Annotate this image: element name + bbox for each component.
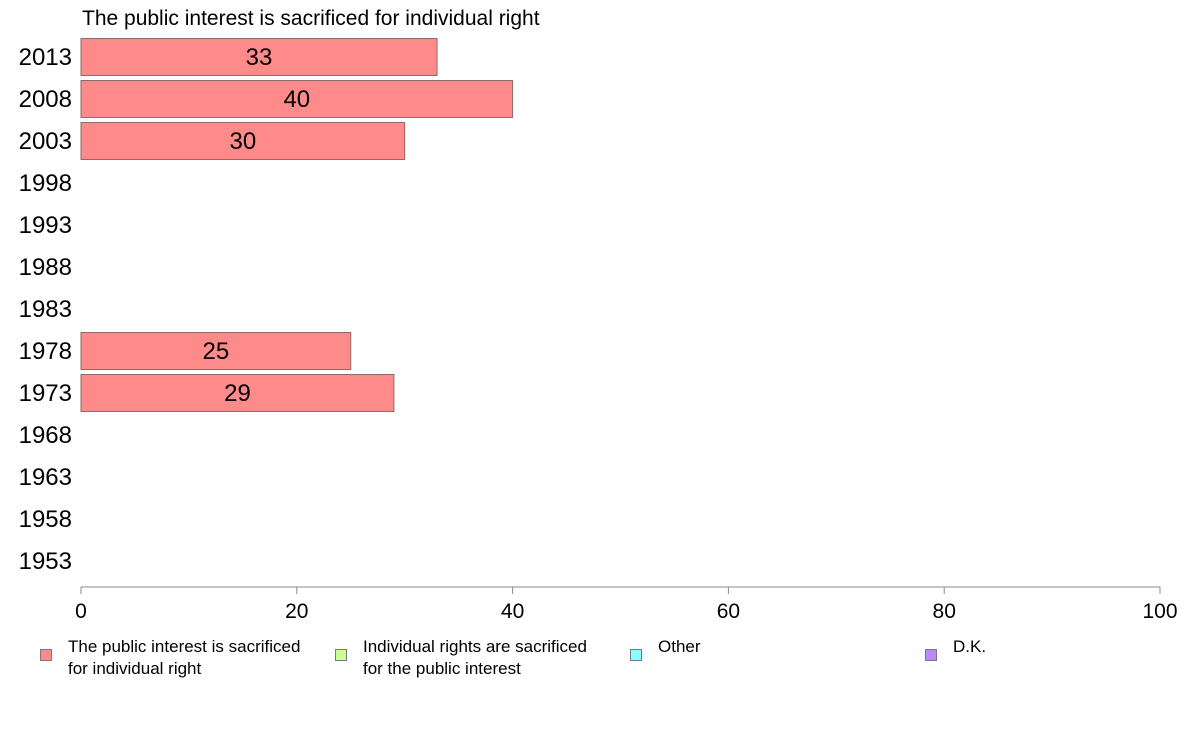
bar bbox=[80, 122, 406, 160]
legend-label: D.K. bbox=[953, 637, 987, 656]
legend-swatch bbox=[40, 649, 52, 661]
legend-swatch bbox=[925, 649, 937, 661]
x-tick-label: 60 bbox=[717, 600, 740, 623]
x-tick-label: 80 bbox=[933, 600, 956, 623]
y-tick-label: 1993 bbox=[19, 212, 72, 239]
x-axis: 0 20 40 60 80 100 bbox=[75, 586, 1178, 623]
bar bbox=[80, 332, 352, 370]
bar-value-label: 40 bbox=[283, 86, 310, 113]
bar-value-label: 30 bbox=[229, 128, 256, 155]
y-tick-label: 1998 bbox=[19, 170, 72, 197]
x-tick-label: 20 bbox=[285, 600, 308, 623]
bar bbox=[80, 374, 395, 412]
y-tick-label: 2008 bbox=[19, 86, 72, 113]
y-tick-label: 1978 bbox=[19, 338, 72, 365]
bar-value-label: 25 bbox=[203, 338, 230, 365]
y-tick-label: 1968 bbox=[19, 422, 72, 449]
y-tick-label: 1973 bbox=[19, 380, 72, 407]
legend-swatch bbox=[630, 649, 642, 661]
bar-value-label: 29 bbox=[224, 380, 251, 407]
bar bbox=[80, 80, 514, 118]
x-tick-label: 40 bbox=[501, 600, 524, 623]
bars bbox=[80, 38, 514, 412]
y-tick-label: 2013 bbox=[19, 44, 72, 71]
x-tick-label: 100 bbox=[1142, 600, 1177, 623]
legend-item-other: Other bbox=[630, 636, 701, 661]
bar-value-label: 33 bbox=[246, 44, 273, 71]
y-tick-label: 1988 bbox=[19, 254, 72, 281]
bar bbox=[80, 38, 438, 76]
legend-item-dk: D.K. bbox=[925, 636, 986, 661]
x-tick-label: 0 bbox=[75, 600, 87, 623]
legend-item-public-interest-sacrificed: The public interest is sacrificed for in… bbox=[40, 636, 300, 680]
y-axis-labels: 2013 2008 2003 1998 1993 1988 1983 1978 1973 1968… bbox=[19, 44, 72, 575]
y-tick-label: 1983 bbox=[19, 296, 72, 323]
legend: The public interest is sacrificed for in… bbox=[0, 636, 1188, 686]
y-tick-label: 1958 bbox=[19, 506, 72, 533]
bar-chart: The public interest is sacrificed for in… bbox=[19, 7, 1178, 623]
bar-value-labels: 33 40 30 25 29 bbox=[203, 44, 311, 407]
y-tick-label: 2003 bbox=[19, 128, 72, 155]
chart-title: The public interest is sacrificed for in… bbox=[82, 7, 540, 30]
legend-label: The public interest is sacrificed for in… bbox=[68, 637, 301, 678]
legend-item-individual-rights-sacrificed: Individual rights are sacrificed for the… bbox=[335, 636, 587, 680]
y-tick-label: 1953 bbox=[19, 548, 72, 575]
legend-swatch bbox=[335, 649, 347, 661]
y-tick-label: 1963 bbox=[19, 464, 72, 491]
legend-label: Individual rights are sacrificed for the… bbox=[363, 637, 587, 678]
legend-label: Other bbox=[658, 637, 701, 656]
